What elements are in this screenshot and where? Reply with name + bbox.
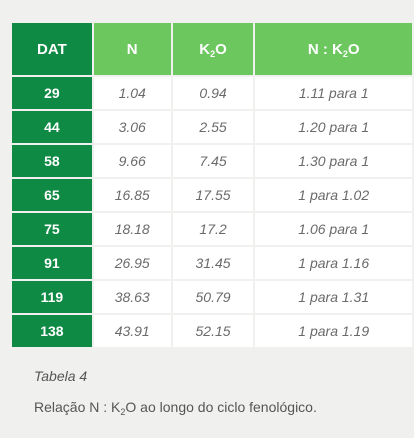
header-n: N bbox=[93, 23, 171, 75]
header-n-label: N bbox=[126, 40, 138, 58]
cell-dat: 29 bbox=[12, 77, 92, 109]
cell-n: 18.18 bbox=[93, 213, 171, 245]
cell-k2o: 2.55 bbox=[172, 111, 254, 143]
cell-ratio: 1 para 1.19 bbox=[255, 315, 412, 347]
header-k2o: K2O bbox=[172, 23, 254, 75]
table-row: 138 43.91 52.15 1 para 1.19 bbox=[12, 315, 412, 347]
header-k2o-tail: O bbox=[215, 40, 227, 58]
cell-n: 3.06 bbox=[93, 111, 171, 143]
table-caption-title: Tabela 4 bbox=[34, 368, 88, 384]
caption-text-sub: 2 bbox=[120, 407, 126, 417]
cell-n: 16.85 bbox=[93, 179, 171, 211]
cell-n: 26.95 bbox=[93, 247, 171, 279]
header-ratio-sub: 2 bbox=[342, 48, 348, 59]
caption-text-post: O ao longo do ciclo fenológico. bbox=[125, 399, 317, 415]
table-row: 65 16.85 17.55 1 para 1.02 bbox=[12, 179, 412, 211]
table-caption-text: Relação N : K2O ao longo do ciclo fenoló… bbox=[34, 399, 317, 417]
cell-n: 1.04 bbox=[93, 77, 171, 109]
cell-k2o: 17.2 bbox=[172, 213, 254, 245]
cell-k2o: 17.55 bbox=[172, 179, 254, 211]
cell-dat: 138 bbox=[12, 315, 92, 347]
table-row: 44 3.06 2.55 1.20 para 1 bbox=[12, 111, 412, 143]
cell-k2o: 0.94 bbox=[172, 77, 254, 109]
cell-dat: 75 bbox=[12, 213, 92, 245]
table-row: 29 1.04 0.94 1.11 para 1 bbox=[12, 77, 412, 109]
cell-n: 43.91 bbox=[93, 315, 171, 347]
cell-k2o: 52.15 bbox=[172, 315, 254, 347]
cell-dat: 119 bbox=[12, 281, 92, 313]
header-k2o-base: K bbox=[199, 40, 211, 58]
cell-ratio: 1 para 1.16 bbox=[255, 247, 412, 279]
caption-text-pre: Relação N : K bbox=[34, 399, 121, 415]
cell-k2o: 7.45 bbox=[172, 145, 254, 177]
table-row: 58 9.66 7.45 1.30 para 1 bbox=[12, 145, 412, 177]
cell-dat: 58 bbox=[12, 145, 92, 177]
header-dat: DAT bbox=[12, 23, 92, 75]
cell-ratio: 1 para 1.31 bbox=[255, 281, 412, 313]
header-ratio-base: N : K bbox=[307, 40, 343, 58]
header-dat-label: DAT bbox=[37, 40, 67, 58]
cell-ratio: 1.30 para 1 bbox=[255, 145, 412, 177]
header-ratio: N : K2O bbox=[255, 23, 412, 75]
cell-k2o: 50.79 bbox=[172, 281, 254, 313]
cell-dat: 65 bbox=[12, 179, 92, 211]
table-row: 91 26.95 31.45 1 para 1.16 bbox=[12, 247, 412, 279]
cell-dat: 44 bbox=[12, 111, 92, 143]
header-k2o-sub: 2 bbox=[210, 48, 216, 59]
cell-dat: 91 bbox=[12, 247, 92, 279]
table-row: 75 18.18 17.2 1.06 para 1 bbox=[12, 213, 412, 245]
cell-n: 9.66 bbox=[93, 145, 171, 177]
cell-n: 38.63 bbox=[93, 281, 171, 313]
cell-ratio: 1.20 para 1 bbox=[255, 111, 412, 143]
cell-ratio: 1.11 para 1 bbox=[255, 77, 412, 109]
header-ratio-tail: O bbox=[347, 40, 360, 58]
cell-k2o: 31.45 bbox=[172, 247, 254, 279]
table-header-row: DAT N K2O N : K2O bbox=[12, 23, 412, 75]
cell-ratio: 1.06 para 1 bbox=[255, 213, 412, 245]
cell-ratio: 1 para 1.02 bbox=[255, 179, 412, 211]
table-row: 119 38.63 50.79 1 para 1.31 bbox=[12, 281, 412, 313]
table-body: 29 1.04 0.94 1.11 para 1 44 3.06 2.55 1.20 para… bbox=[12, 77, 412, 347]
